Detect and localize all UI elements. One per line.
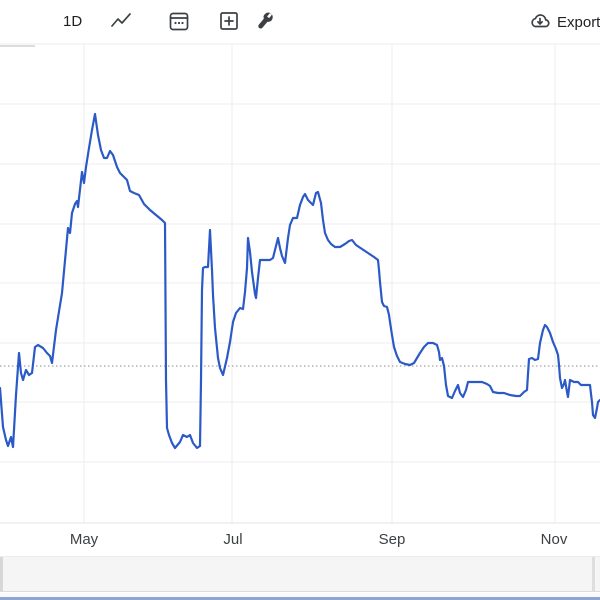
- range-navigator-bar[interactable]: [0, 556, 600, 592]
- export-button[interactable]: Export: [528, 8, 600, 36]
- x-tick-label-jul: Jul: [223, 531, 243, 548]
- cloud-download-icon: [528, 9, 552, 36]
- chart-toolbar: 1D: [0, 0, 600, 47]
- trend-line-icon: [109, 9, 133, 36]
- x-tick-label-may: May: [69, 531, 99, 548]
- line-chart-type-button[interactable]: [107, 8, 135, 36]
- price-chart-canvas[interactable]: [0, 0, 600, 556]
- add-box-icon: [217, 9, 241, 36]
- wrench-icon: [253, 9, 277, 36]
- price-series-line: [0, 112, 600, 450]
- calendar-button[interactable]: [165, 8, 193, 36]
- navigator-right-handle[interactable]: [592, 557, 595, 591]
- navigator-series-line: [0, 597, 600, 600]
- chart-tools-button[interactable]: [251, 8, 279, 36]
- x-tick-label-nov: Nov: [540, 531, 568, 548]
- timeframe-1d-button[interactable]: 1D: [63, 8, 82, 36]
- x-tick-label-sep: Sep: [378, 531, 406, 548]
- add-indicator-button[interactable]: [215, 8, 243, 36]
- navigator-strip: [0, 593, 600, 597]
- cutoff-control-underline: [0, 45, 35, 47]
- navigator-left-handle[interactable]: [0, 557, 3, 591]
- calendar-icon: [167, 9, 191, 36]
- export-button-label: Export: [557, 13, 600, 31]
